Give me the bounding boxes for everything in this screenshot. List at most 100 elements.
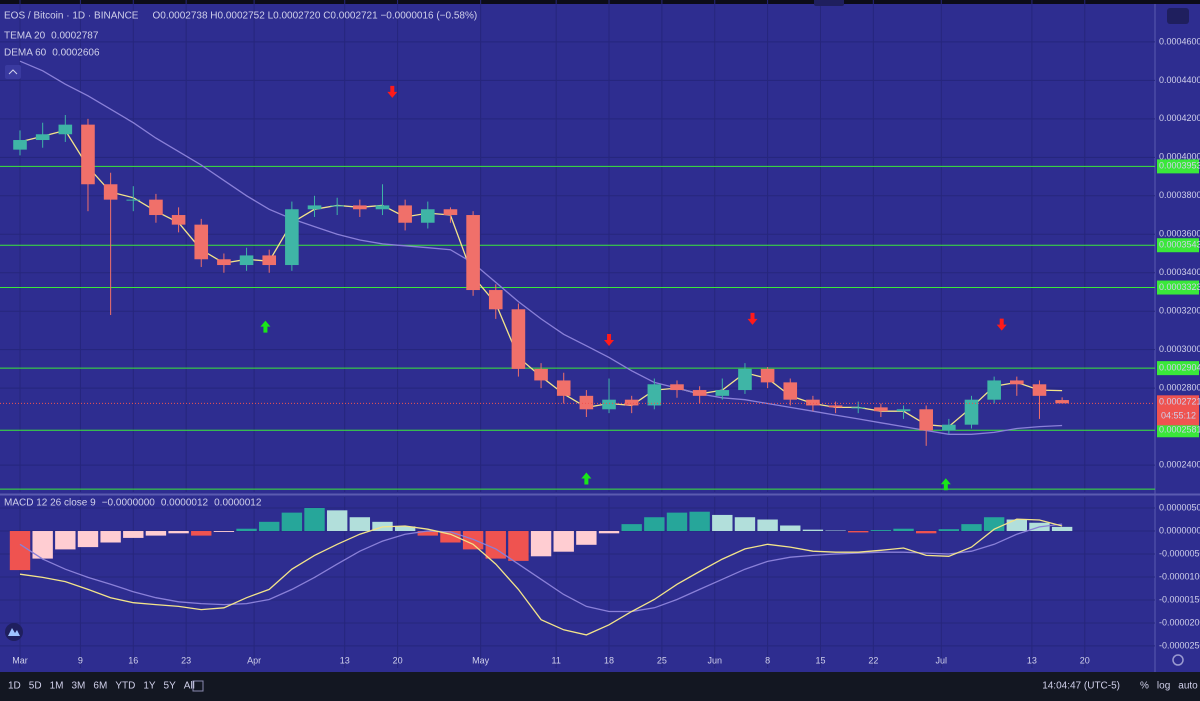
y-tick-label: 0.0003200 bbox=[1159, 306, 1200, 316]
candle-body bbox=[239, 255, 254, 266]
histogram-bar bbox=[485, 531, 506, 559]
level-badge bbox=[1157, 361, 1199, 376]
level-badge bbox=[1157, 238, 1199, 253]
y-tick-label: 0.0004000 bbox=[1159, 152, 1200, 162]
scale-option[interactable]: % bbox=[1140, 681, 1149, 692]
y-tick-label: 0.0003600 bbox=[1159, 229, 1200, 239]
chart-title: EOS / Bitcoin · 1D · BINANCE bbox=[4, 11, 139, 22]
candle-body bbox=[602, 399, 616, 410]
grid-layer bbox=[0, 0, 1155, 668]
settings-icon[interactable] bbox=[1172, 654, 1184, 666]
y-tick-label: 0.0002400 bbox=[1159, 459, 1200, 469]
histogram-bar bbox=[530, 531, 552, 557]
histogram-bar bbox=[417, 531, 438, 536]
signal-line bbox=[19, 523, 1063, 613]
histogram-bar bbox=[168, 531, 189, 534]
currency-badge[interactable] bbox=[1167, 8, 1189, 24]
top-strip bbox=[0, 0, 1200, 4]
candle-body bbox=[783, 382, 798, 400]
level-badge bbox=[1157, 423, 1199, 438]
y-tick-label: -0.0000150 bbox=[1159, 594, 1200, 604]
signal-arrow bbox=[260, 320, 271, 333]
histogram-bar bbox=[213, 531, 235, 532]
candle-body bbox=[353, 205, 367, 210]
indicator-line bbox=[19, 60, 1063, 435]
candle-body bbox=[375, 205, 390, 210]
date-range-icon[interactable] bbox=[192, 680, 204, 692]
x-tick-label: Jun bbox=[707, 655, 722, 665]
histogram-bar bbox=[848, 531, 869, 533]
candle-body bbox=[217, 259, 231, 266]
candle-body bbox=[1055, 400, 1069, 404]
range-button[interactable]: All bbox=[184, 681, 195, 692]
candle-body bbox=[285, 209, 299, 266]
x-tick-label: 8 bbox=[765, 655, 770, 665]
histogram-bar bbox=[304, 508, 325, 532]
macd-line bbox=[19, 518, 1063, 636]
legend-layer: EOS / Bitcoin · 1D · BINANCE O0.0002738 H… bbox=[4, 11, 1188, 509]
range-button[interactable]: 1M bbox=[50, 681, 64, 692]
candle-body bbox=[534, 368, 548, 381]
candle-body bbox=[171, 215, 186, 225]
histogram-bar bbox=[893, 528, 914, 532]
range-button[interactable]: YTD bbox=[115, 681, 135, 692]
candle-body bbox=[647, 384, 662, 406]
legend-value: 0.0002787 bbox=[51, 31, 99, 42]
range-button[interactable]: 1D bbox=[8, 681, 21, 692]
histogram-bar bbox=[1051, 526, 1073, 532]
collapse-icon bbox=[8, 69, 18, 75]
candle-body bbox=[964, 399, 979, 425]
scale-option[interactable]: auto bbox=[1178, 681, 1198, 692]
histogram-bar bbox=[55, 531, 76, 550]
histogram-bar bbox=[508, 531, 529, 561]
x-tick-label: 9 bbox=[78, 655, 83, 665]
histogram-bar bbox=[734, 517, 756, 532]
collapse-button[interactable] bbox=[5, 65, 21, 79]
range-button[interactable]: 3M bbox=[72, 681, 86, 692]
candle-body bbox=[103, 184, 118, 200]
range-button[interactable]: 1Y bbox=[143, 681, 156, 692]
x-tick-label: 20 bbox=[1080, 655, 1090, 665]
clock: 14:04:47 (UTC-5) bbox=[1042, 681, 1120, 692]
price-label: 0.0002721 bbox=[1159, 397, 1200, 407]
price-badge bbox=[1157, 395, 1199, 426]
plot-layer bbox=[0, 60, 1155, 636]
histogram-bar bbox=[32, 531, 53, 559]
x-tick-label: 16 bbox=[128, 655, 138, 665]
range-button[interactable]: 5Y bbox=[164, 681, 177, 692]
candle-body bbox=[126, 199, 141, 201]
candle-body bbox=[420, 209, 435, 223]
candle-body bbox=[443, 209, 458, 216]
range-button[interactable]: 5D bbox=[29, 681, 42, 692]
histogram-bar bbox=[757, 519, 778, 532]
macd-legend-value: 0.0000012 bbox=[161, 498, 209, 509]
candle-body bbox=[1010, 380, 1024, 385]
level-label: 0.0003953 bbox=[1159, 161, 1200, 171]
scale-option[interactable]: log bbox=[1157, 681, 1170, 692]
candle-body bbox=[919, 409, 933, 431]
candle-body bbox=[1032, 384, 1047, 396]
candle-body bbox=[942, 424, 956, 431]
macd-legend-value: 0.0000012 bbox=[214, 498, 262, 509]
x-tick-label: May bbox=[472, 655, 490, 665]
ohlc-values: O0.0002738 H0.0002752 L0.0002720 C0.0002… bbox=[152, 11, 477, 22]
histogram-bar bbox=[77, 531, 99, 548]
range-button[interactable]: 6M bbox=[93, 681, 107, 692]
y-tick-label: 0.0004400 bbox=[1159, 75, 1200, 85]
candle-body bbox=[35, 134, 50, 141]
histogram-bar bbox=[802, 529, 824, 532]
histogram-bar bbox=[100, 531, 121, 543]
legend-value: 0.0002606 bbox=[52, 48, 100, 59]
candle-body bbox=[488, 290, 503, 310]
x-tick-label: 23 bbox=[181, 655, 191, 665]
candle-body bbox=[806, 399, 820, 406]
histogram-bar bbox=[281, 512, 303, 532]
histogram-bar bbox=[462, 531, 484, 550]
histogram-bar bbox=[576, 531, 597, 545]
x-tick-label: 20 bbox=[393, 655, 403, 665]
histogram-bar bbox=[644, 517, 665, 532]
x-tick-label: 11 bbox=[551, 655, 560, 665]
histogram-bar bbox=[440, 531, 461, 543]
